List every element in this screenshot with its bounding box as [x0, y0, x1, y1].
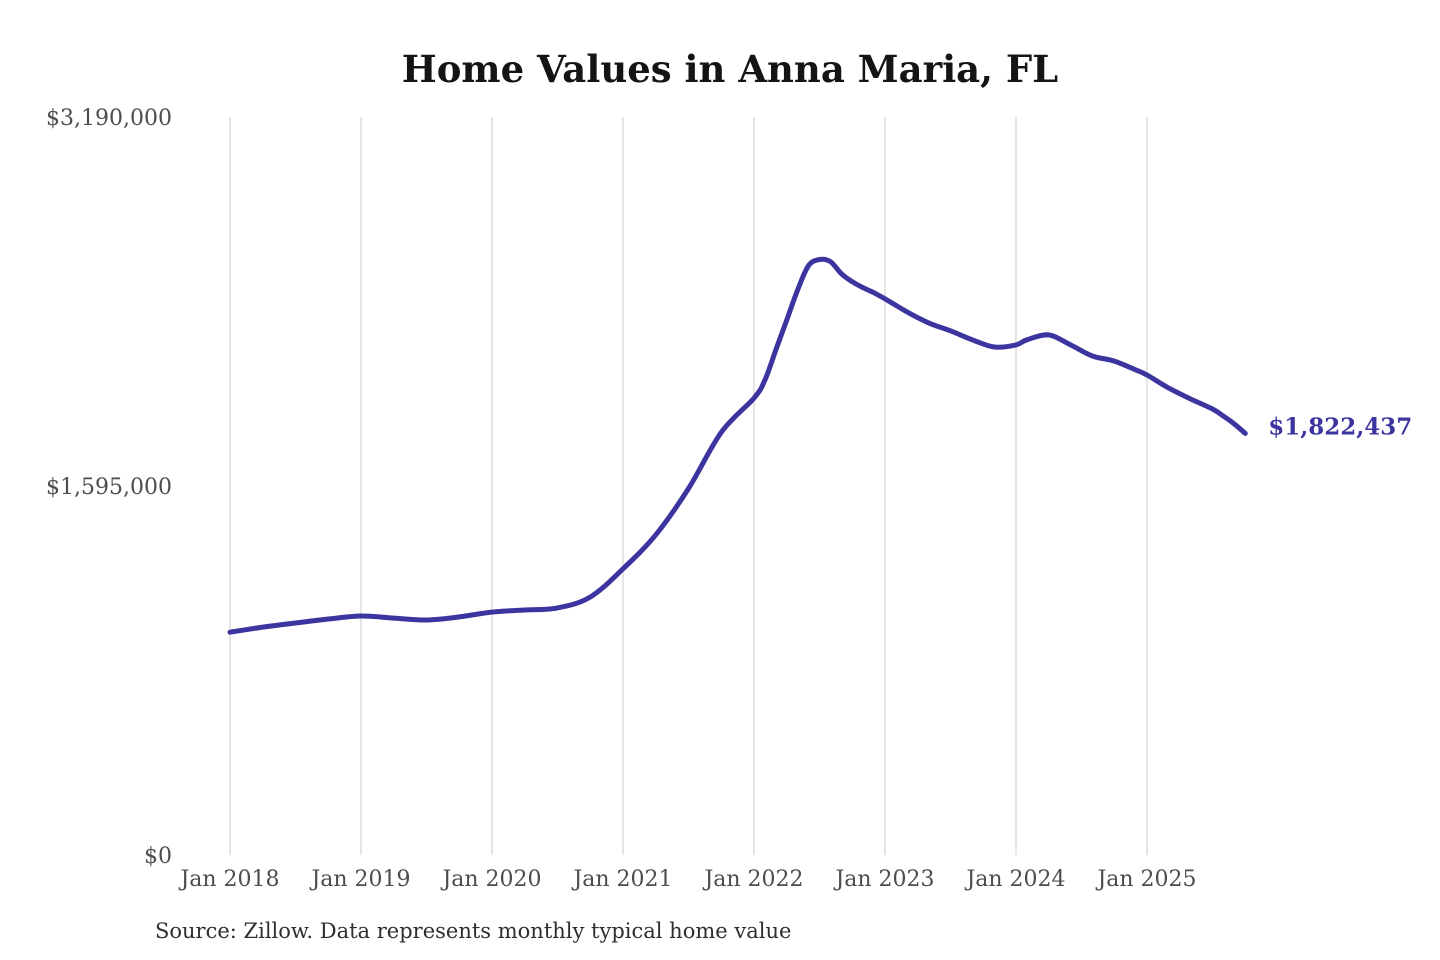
y-axis-tick-labels: $0 $1,595,000 $3,190,000	[46, 106, 172, 869]
end-value-label: $1,822,437	[1268, 413, 1412, 440]
x-tick-label: Jan 2019	[309, 867, 410, 892]
x-tick-label: Jan 2018	[178, 867, 279, 892]
y-tick-label: $0	[144, 844, 172, 869]
y-tick-label: $3,190,000	[46, 106, 172, 131]
x-tick-label: Jan 2024	[964, 867, 1065, 892]
source-note: Source: Zillow. Data represents monthly …	[155, 919, 791, 943]
x-tick-label: Jan 2022	[702, 867, 803, 892]
x-tick-label: Jan 2025	[1095, 867, 1196, 892]
x-tick-label: Jan 2021	[571, 867, 672, 892]
y-tick-label: $1,595,000	[46, 475, 172, 500]
x-axis-tick-labels: Jan 2018 Jan 2019 Jan 2020 Jan 2021 Jan 2022…	[178, 867, 1196, 892]
chart-title: Home Values in Anna Maria, FL	[402, 47, 1058, 91]
x-tick-label: Jan 2023	[833, 867, 934, 892]
gridlines	[229, 117, 1148, 855]
value-line	[227, 256, 1248, 635]
x-tick-label: Jan 2020	[440, 867, 541, 892]
